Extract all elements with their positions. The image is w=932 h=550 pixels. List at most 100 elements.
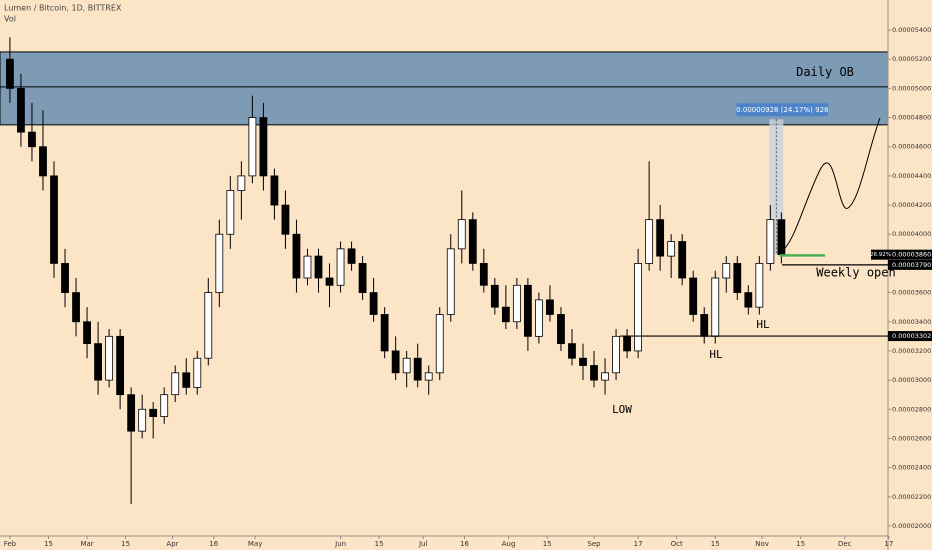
candle-body [634, 263, 643, 352]
candle-body [17, 87, 25, 133]
candle-body [248, 117, 257, 177]
x-tick-label: Dec [838, 540, 852, 548]
candle-body [347, 248, 356, 264]
candle-body [700, 314, 709, 337]
price-tag [888, 259, 932, 270]
candle-body [127, 394, 136, 432]
candle-body [193, 357, 202, 388]
price-axis [888, 0, 932, 550]
x-tick-label: 16 [460, 540, 469, 548]
candle-body [105, 335, 114, 381]
candle-body [413, 357, 422, 381]
candle-body [281, 204, 290, 235]
candle-body [182, 372, 191, 388]
candle-body [744, 292, 753, 308]
candle-body [160, 394, 169, 417]
candle-body [83, 321, 91, 345]
candle-body [28, 131, 36, 148]
price-tag-label: 0.00003790 [892, 261, 931, 269]
candle-body [711, 277, 720, 337]
candle-body [623, 335, 631, 352]
text-label: HL [756, 318, 770, 331]
candle-body [579, 357, 587, 366]
candle-body [590, 365, 598, 381]
candle-body [468, 219, 477, 264]
y-tick-label: 0.00002400 [892, 464, 931, 472]
x-tick-label: 15 [796, 540, 805, 548]
candle-body [61, 263, 69, 293]
y-tick-label: 0.00002600 [892, 434, 931, 442]
x-tick-label: Apr [166, 540, 178, 548]
candle-body [601, 372, 609, 381]
candle-body [116, 335, 125, 396]
candle-body [656, 219, 665, 257]
y-tick-label: 0.00005400 [892, 26, 931, 34]
y-tick-label: 0.00004600 [892, 143, 931, 151]
level-label: Weekly open [816, 265, 895, 279]
candle-body [512, 284, 521, 323]
candle-body [446, 248, 455, 315]
x-tick-label: Aug [502, 540, 516, 548]
x-tick-label: 15 [543, 540, 552, 548]
candle-body [226, 190, 235, 235]
x-tick-label: 17 [884, 540, 893, 548]
candle-body [325, 277, 334, 286]
candle-body [391, 350, 400, 374]
candle-body [689, 277, 698, 315]
y-tick-label: 0.00002200 [892, 493, 931, 501]
y-tick-label: 0.00005200 [892, 55, 931, 63]
candle-body [678, 241, 687, 279]
x-tick-label: Jun [334, 540, 346, 548]
candle-body [358, 263, 367, 293]
x-tick-label: 17 [634, 540, 643, 548]
zone-label: Daily OB [796, 65, 854, 79]
y-tick-label: 0.00002800 [892, 405, 931, 413]
x-tick-label: May [248, 540, 262, 548]
candle-body [6, 58, 14, 89]
x-tick-label: 15 [375, 540, 384, 548]
candle-body [457, 219, 466, 250]
x-tick-label: Mar [80, 540, 93, 548]
candle-body [204, 292, 213, 359]
volume-label: Vol [4, 15, 16, 24]
candle-body [557, 314, 565, 345]
candle-body [645, 219, 654, 264]
candle-body [72, 292, 80, 323]
candle-body [50, 175, 58, 264]
candle-body [523, 284, 532, 337]
candle-body [314, 255, 323, 279]
candle-body [215, 233, 224, 293]
x-tick-label: Oct [671, 540, 683, 548]
x-tick-label: Jul [418, 540, 428, 548]
y-tick-label: 0.00004800 [892, 114, 931, 122]
level-label: HL [709, 348, 723, 361]
price-tag [888, 331, 932, 342]
y-tick-label: 0.00003000 [892, 376, 931, 384]
candle-body [171, 372, 180, 396]
y-tick-label: 0.00004200 [892, 201, 931, 209]
candle-body [94, 343, 102, 381]
candle-body [733, 263, 742, 293]
candle-body [501, 306, 510, 323]
y-tick-label: 0.00004000 [892, 230, 931, 238]
x-tick-label: 15 [121, 540, 130, 548]
x-tick-label: 15 [711, 540, 720, 548]
candle-body [149, 408, 158, 417]
y-tick-label: 0.00004400 [892, 172, 931, 180]
candle-body [402, 357, 411, 374]
candle-body [138, 408, 147, 432]
x-tick-label: 16 [209, 540, 218, 548]
y-tick-label: 0.00005000 [892, 84, 931, 92]
candle-body [667, 241, 676, 257]
candle-body [479, 263, 488, 286]
candle-body [380, 314, 389, 352]
change-tag [871, 249, 888, 260]
projection-path [782, 117, 881, 251]
y-tick-label: 0.00003200 [892, 347, 931, 355]
candle-body [336, 248, 345, 286]
price-tag-label: 0.00003302 [892, 332, 931, 340]
candle-body [424, 372, 433, 381]
chart-title: Lumen / Bitcoin, 1D, BITTREX [4, 4, 122, 13]
candle-body [755, 263, 764, 308]
